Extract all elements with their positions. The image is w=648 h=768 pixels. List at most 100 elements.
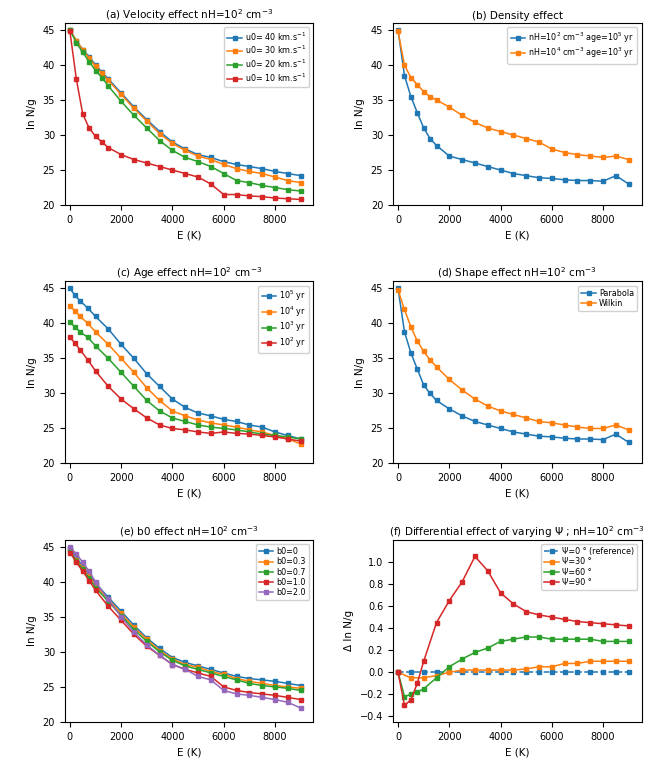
10$^3$ yr <box>207 422 214 432</box>
u0= 20 km.s$^{-1}$ <box>297 187 305 196</box>
10$^4$ yr <box>246 425 253 435</box>
Wilkin <box>426 356 434 365</box>
nH=10$^4$ cm$^{-3}$ age=10$^3$ yr <box>426 92 434 101</box>
u0= 20 km.s$^{-1}$ <box>259 180 266 190</box>
10$^2$ yr <box>130 404 138 413</box>
Ψ=90 ° <box>548 613 556 622</box>
Ψ=90 ° <box>586 618 594 627</box>
nH=10$^4$ cm$^{-3}$ age=10$^3$ yr <box>599 153 607 162</box>
Parabola <box>561 434 568 443</box>
10$^3$ yr <box>84 333 92 342</box>
Wilkin <box>471 395 479 404</box>
Wilkin <box>573 422 581 432</box>
b0=2.0 <box>233 690 240 699</box>
u0= 20 km.s$^{-1}$ <box>104 81 112 91</box>
b0=0 <box>66 544 74 553</box>
Wilkin <box>458 386 466 395</box>
10$^2$ yr <box>181 425 189 435</box>
b0=1.0 <box>168 660 176 669</box>
b0=0.7 <box>104 597 112 606</box>
Parabola <box>445 404 453 413</box>
u0= 10 km.s$^{-1}$ <box>233 190 240 199</box>
Parabola <box>413 364 421 373</box>
u0= 30 km.s$^{-1}$ <box>86 54 93 63</box>
10$^3$ yr <box>271 431 279 440</box>
b0=0.7 <box>79 564 87 574</box>
b0=0 <box>194 661 202 670</box>
Ψ=90 ° <box>407 695 415 704</box>
Ψ=30 ° <box>484 665 492 674</box>
u0= 30 km.s$^{-1}$ <box>66 25 74 35</box>
Title: (a) Velocity effect nH=10$^2$ cm$^{-3}$: (a) Velocity effect nH=10$^2$ cm$^{-3}$ <box>105 7 273 23</box>
Ψ=0 ° (reference) <box>548 667 556 677</box>
10$^2$ yr <box>156 420 163 429</box>
Parabola <box>400 327 408 336</box>
b0=0.7 <box>156 647 163 657</box>
b0=0.3 <box>79 563 87 572</box>
Ψ=30 ° <box>394 667 402 677</box>
Legend: b0=0, b0=0.3, b0=0.7, b0=1.0, b0=2.0: b0=0, b0=0.3, b0=0.7, b0=1.0, b0=2.0 <box>256 544 309 601</box>
Line: nH=10$^2$ cm$^{-3}$ age=10$^5$ yr: nH=10$^2$ cm$^{-3}$ age=10$^5$ yr <box>396 28 631 186</box>
u0= 20 km.s$^{-1}$ <box>130 111 138 120</box>
nH=10$^2$ cm$^{-3}$ age=10$^5$ yr <box>509 169 517 178</box>
Ψ=30 ° <box>471 665 479 674</box>
Ψ=0 ° (reference) <box>573 667 581 677</box>
u0= 30 km.s$^{-1}$ <box>79 45 87 55</box>
b0=0.7 <box>117 611 125 620</box>
b0=2.0 <box>259 693 266 702</box>
Wilkin <box>509 410 517 419</box>
10$^3$ yr <box>284 432 292 442</box>
b0=2.0 <box>66 542 74 551</box>
Line: 10$^5$ yr: 10$^5$ yr <box>68 286 303 441</box>
Parabola <box>484 420 492 429</box>
10$^5$ yr <box>84 303 92 313</box>
b0=2.0 <box>117 612 125 621</box>
b0=0.3 <box>271 681 279 690</box>
Parabola <box>586 435 594 444</box>
nH=10$^2$ cm$^{-3}$ age=10$^5$ yr <box>445 151 453 161</box>
u0= 20 km.s$^{-1}$ <box>220 169 227 178</box>
Title: (b) Density effect: (b) Density effect <box>472 11 562 21</box>
nH=10$^4$ cm$^{-3}$ age=10$^3$ yr <box>535 137 543 147</box>
b0=2.0 <box>181 665 189 674</box>
Wilkin <box>535 417 543 426</box>
u0= 20 km.s$^{-1}$ <box>79 48 87 57</box>
u0= 20 km.s$^{-1}$ <box>181 153 189 162</box>
10$^2$ yr <box>91 366 99 376</box>
Ψ=0 ° (reference) <box>561 667 568 677</box>
Ψ=60 ° <box>458 654 466 664</box>
10$^3$ yr <box>168 413 176 422</box>
u0= 40 km.s$^{-1}$ <box>207 153 214 162</box>
Ψ=0 ° (reference) <box>612 667 619 677</box>
b0=0.7 <box>143 637 151 646</box>
b0=2.0 <box>79 558 87 567</box>
Ψ=30 ° <box>407 674 415 683</box>
Ψ=30 ° <box>445 667 453 677</box>
10$^5$ yr <box>71 291 79 300</box>
Ψ=30 ° <box>573 659 581 668</box>
u0= 40 km.s$^{-1}$ <box>233 160 240 169</box>
Ψ=90 ° <box>394 667 402 677</box>
10$^2$ yr <box>194 427 202 436</box>
nH=10$^2$ cm$^{-3}$ age=10$^5$ yr <box>433 141 441 151</box>
Parabola <box>612 429 619 439</box>
Ψ=0 ° (reference) <box>420 667 428 677</box>
10$^3$ yr <box>181 417 189 426</box>
u0= 30 km.s$^{-1}$ <box>207 155 214 164</box>
nH=10$^4$ cm$^{-3}$ age=10$^3$ yr <box>484 124 492 133</box>
b0=0.7 <box>246 679 253 688</box>
10$^3$ yr <box>246 427 253 436</box>
10$^3$ yr <box>117 368 125 377</box>
u0= 10 km.s$^{-1}$ <box>98 137 106 147</box>
u0= 30 km.s$^{-1}$ <box>104 76 112 85</box>
10$^4$ yr <box>130 368 138 377</box>
Ψ=90 ° <box>509 599 517 608</box>
nH=10$^4$ cm$^{-3}$ age=10$^3$ yr <box>586 151 594 161</box>
Ψ=90 ° <box>599 619 607 628</box>
10$^3$ yr <box>156 406 163 415</box>
Line: b0=0: b0=0 <box>68 546 303 687</box>
X-axis label: E (K): E (K) <box>177 488 202 498</box>
u0= 40 km.s$^{-1}$ <box>66 25 74 35</box>
10$^2$ yr <box>84 356 92 365</box>
Ψ=60 ° <box>445 662 453 671</box>
